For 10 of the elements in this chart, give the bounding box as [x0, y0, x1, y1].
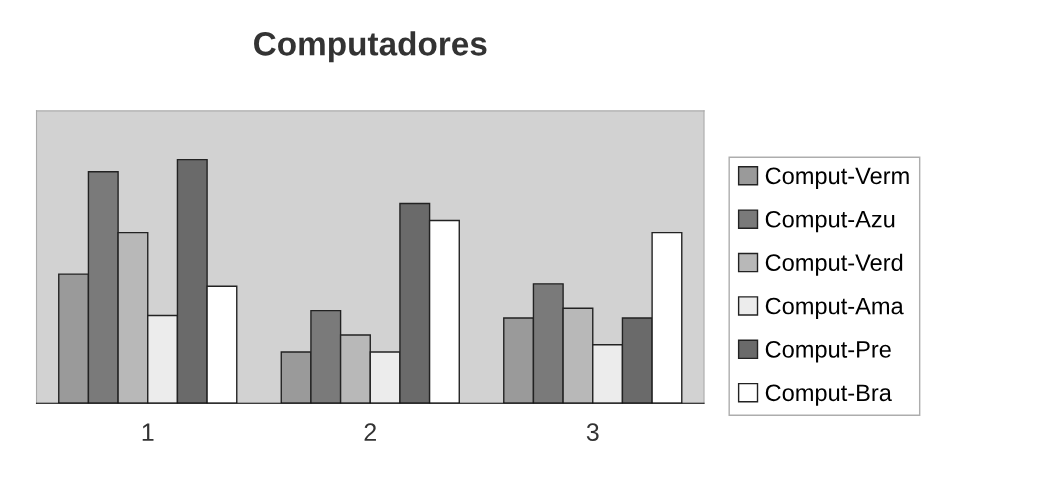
chart-title: Computadores — [254, 31, 487, 63]
legend-label: Comput-Pre — [765, 341, 891, 363]
legend-label: Comput-Ama — [765, 297, 904, 320]
x-tick-label: 1 — [142, 423, 154, 441]
legend-label: Comput-Azu — [765, 210, 895, 233]
x-tick-label: 2 — [364, 423, 376, 441]
legend-label: Comput-Verd — [765, 253, 903, 276]
legend-label: Comput-Bra — [765, 384, 892, 406]
legend-label: Comput-Verm — [765, 167, 909, 189]
x-tick-label: 3 — [586, 423, 599, 442]
